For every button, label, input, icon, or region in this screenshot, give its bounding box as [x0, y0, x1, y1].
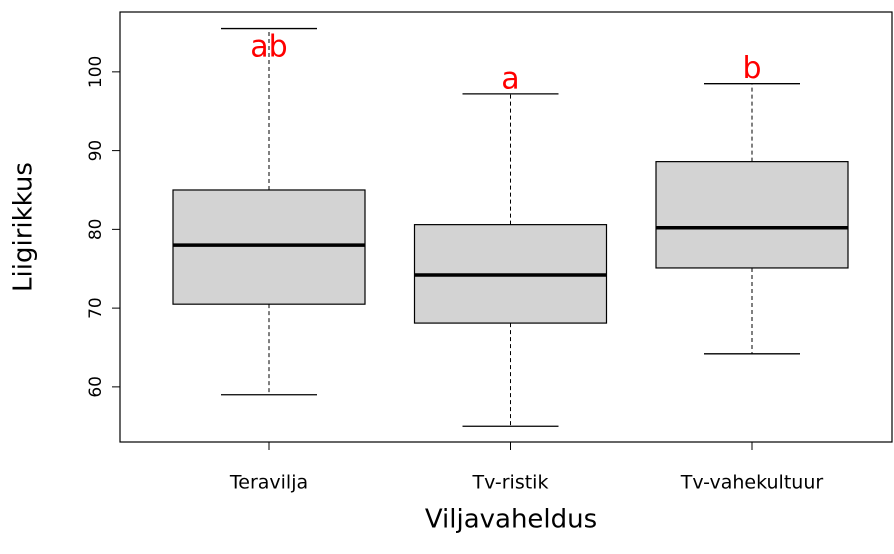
- box: [172, 189, 366, 305]
- y-tick-label: 90: [86, 140, 106, 162]
- x-tick-label: Teravilja: [229, 472, 308, 494]
- x-tick-label: Tv-vahekultuur: [680, 472, 824, 494]
- y-axis-label: Liigirikkus: [9, 162, 39, 292]
- y-tick-label: 70: [86, 297, 106, 319]
- y-tick-label: 80: [86, 219, 106, 241]
- plot-frame: [119, 11, 893, 443]
- y-tick-label: 60: [86, 376, 106, 398]
- group-letter: b: [742, 51, 761, 86]
- x-axis-label: Viljavaheldus: [425, 505, 597, 535]
- box: [655, 161, 849, 269]
- y-tick-label: 100: [86, 56, 106, 88]
- group-letter: a: [501, 61, 519, 96]
- x-tick-label: Tv-ristik: [472, 472, 549, 494]
- group-letter: ab: [250, 30, 287, 65]
